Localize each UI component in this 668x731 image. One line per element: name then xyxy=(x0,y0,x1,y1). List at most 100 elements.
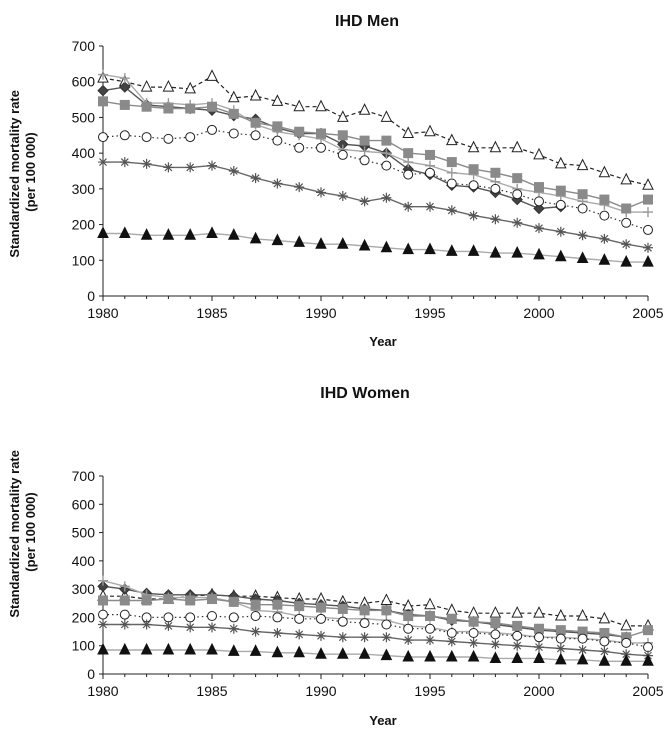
data-point xyxy=(620,254,633,267)
data-point xyxy=(315,99,327,112)
data-point xyxy=(316,613,326,624)
y-axis-label: Standardized mortality rate (per 100 000… xyxy=(7,86,38,257)
data-point xyxy=(272,599,283,610)
y-tick-label: 500 xyxy=(72,109,96,125)
data-point xyxy=(468,180,479,191)
series-5 xyxy=(98,157,653,253)
x-tick-label: 1995 xyxy=(414,305,445,321)
data-point xyxy=(119,157,130,168)
data-point xyxy=(141,595,152,606)
chart-title: IHD Women xyxy=(320,385,409,402)
series-4 xyxy=(98,124,653,235)
y-tick-label: 300 xyxy=(72,581,96,597)
data-point xyxy=(555,185,566,196)
data-point xyxy=(316,602,326,613)
data-point xyxy=(250,611,261,622)
data-point xyxy=(337,603,348,614)
x-tick-label: 2005 xyxy=(632,683,663,699)
data-point xyxy=(250,173,261,184)
y-tick-label: 0 xyxy=(87,288,95,304)
data-point xyxy=(336,647,349,659)
data-point xyxy=(425,635,435,646)
data-point xyxy=(228,596,239,607)
data-point xyxy=(511,246,524,258)
data-point xyxy=(294,629,305,640)
data-point xyxy=(250,130,261,141)
series-line xyxy=(102,580,648,644)
data-point xyxy=(643,242,653,253)
data-point xyxy=(184,228,197,240)
data-point xyxy=(228,166,239,176)
data-point xyxy=(534,182,544,193)
data-point xyxy=(576,158,589,171)
data-point xyxy=(228,108,239,119)
y-tick-label: 200 xyxy=(72,217,96,233)
y-axis-label-line1: Standardized mortality rate xyxy=(7,450,22,618)
data-point xyxy=(97,226,109,238)
data-point xyxy=(359,146,370,157)
series-line xyxy=(103,623,649,657)
data-point xyxy=(577,230,588,241)
data-point xyxy=(445,649,458,662)
series-6 xyxy=(97,642,654,666)
data-point xyxy=(468,164,479,175)
data-point xyxy=(446,205,457,216)
data-point xyxy=(272,135,283,146)
data-point xyxy=(598,165,611,178)
x-tick-label: 1990 xyxy=(305,305,336,321)
data-point xyxy=(207,101,217,112)
data-point xyxy=(250,626,261,637)
data-point xyxy=(533,147,545,160)
series-line xyxy=(102,100,649,210)
data-point xyxy=(381,619,392,630)
data-point xyxy=(163,594,174,605)
data-point xyxy=(577,203,588,214)
data-point xyxy=(599,194,610,205)
data-point xyxy=(403,635,414,646)
data-point xyxy=(98,595,108,606)
data-point xyxy=(294,142,305,153)
data-point xyxy=(98,96,108,107)
data-point xyxy=(98,132,108,143)
y-tick-label: 400 xyxy=(72,145,96,161)
y-tick-label: 400 xyxy=(72,553,96,569)
data-point xyxy=(97,642,109,655)
data-point xyxy=(621,239,632,250)
x-tick-label: 1980 xyxy=(87,683,118,699)
data-point xyxy=(599,210,610,221)
y-tick-label: 0 xyxy=(87,666,95,682)
data-point xyxy=(534,223,544,234)
data-point xyxy=(555,226,566,237)
data-point xyxy=(620,618,633,631)
data-point xyxy=(336,110,349,122)
data-point xyxy=(337,130,348,141)
data-point xyxy=(316,630,326,641)
data-point xyxy=(576,251,589,263)
data-point xyxy=(380,648,393,661)
y-tick-label: 700 xyxy=(72,38,96,54)
data-point xyxy=(380,110,393,122)
data-point xyxy=(337,632,348,643)
data-point xyxy=(381,192,392,203)
data-point xyxy=(643,207,653,218)
data-point xyxy=(599,646,610,657)
data-point xyxy=(403,169,414,180)
data-point xyxy=(185,132,196,143)
data-point xyxy=(424,597,436,610)
data-point xyxy=(381,148,392,159)
data-point xyxy=(468,627,479,638)
series-line xyxy=(103,649,648,662)
data-point xyxy=(184,642,197,655)
y-tick-label: 700 xyxy=(72,468,96,484)
data-point xyxy=(380,593,393,605)
x-tick-label: 2005 xyxy=(632,305,663,321)
data-point xyxy=(490,629,501,640)
data-point xyxy=(359,196,370,207)
data-point xyxy=(446,167,457,178)
y-tick-label: 100 xyxy=(72,638,96,654)
data-point xyxy=(512,217,523,228)
data-point xyxy=(336,237,349,249)
data-point xyxy=(489,651,502,663)
data-point xyxy=(576,608,589,621)
data-point xyxy=(185,162,196,173)
